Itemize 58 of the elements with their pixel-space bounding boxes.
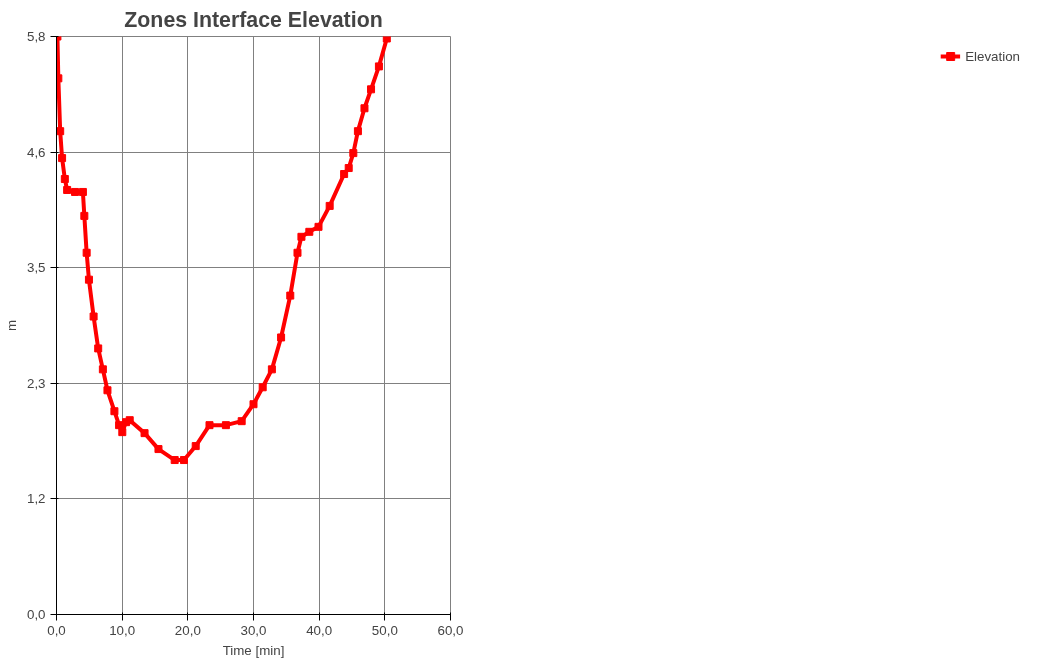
x-tick-label: 50,0 <box>371 622 398 638</box>
point <box>78 187 87 196</box>
point <box>63 185 72 194</box>
point <box>267 365 276 374</box>
y-tick-label: 0,0 <box>26 607 46 622</box>
x-tick-label: 40,0 <box>306 622 333 638</box>
point <box>118 428 127 437</box>
y-axis-title: m <box>3 319 19 332</box>
point <box>89 312 98 321</box>
point <box>179 456 188 465</box>
point <box>110 407 119 416</box>
point <box>277 333 286 342</box>
point <box>305 227 314 236</box>
point <box>103 386 112 395</box>
point <box>367 85 376 94</box>
chart-title: Zones Interface Elevation <box>124 7 383 32</box>
x-tick-label: 30,0 <box>240 622 267 638</box>
point <box>353 127 362 136</box>
point <box>349 149 358 158</box>
point <box>84 275 93 284</box>
y-tick-label: 1,2 <box>26 491 46 507</box>
point <box>344 164 353 173</box>
point <box>382 36 391 43</box>
x-axis-title: Time [min] <box>222 642 285 658</box>
y-tick-label: 2,3 <box>26 375 46 391</box>
point <box>297 232 306 241</box>
point <box>237 417 246 426</box>
point <box>221 421 230 430</box>
point <box>94 344 103 353</box>
point <box>293 248 302 257</box>
point <box>140 429 149 438</box>
point <box>325 201 334 210</box>
point <box>170 456 179 465</box>
point <box>374 62 383 71</box>
x-tick-label: 20,0 <box>174 622 201 638</box>
y-tick-label: 5,8 <box>26 29 46 44</box>
point <box>205 421 214 430</box>
x-tick-label: 0,0 <box>47 622 66 638</box>
point <box>60 175 69 184</box>
point <box>82 248 91 257</box>
point <box>191 442 200 451</box>
point <box>286 291 295 300</box>
point <box>58 154 67 163</box>
point <box>249 400 258 409</box>
point <box>360 104 369 113</box>
point <box>340 170 349 179</box>
point <box>56 127 65 136</box>
y-tick-label: 4,6 <box>26 144 46 160</box>
x-tick-label: 60,0 <box>437 622 464 638</box>
legend-label: Elevation <box>965 48 1020 64</box>
point <box>314 222 323 231</box>
point <box>154 445 163 454</box>
point <box>98 365 107 374</box>
point <box>80 211 89 220</box>
x-tick-label: 10,0 <box>109 622 136 638</box>
point <box>258 383 267 392</box>
point <box>71 187 80 196</box>
y-tick-label: 3,5 <box>26 260 46 276</box>
